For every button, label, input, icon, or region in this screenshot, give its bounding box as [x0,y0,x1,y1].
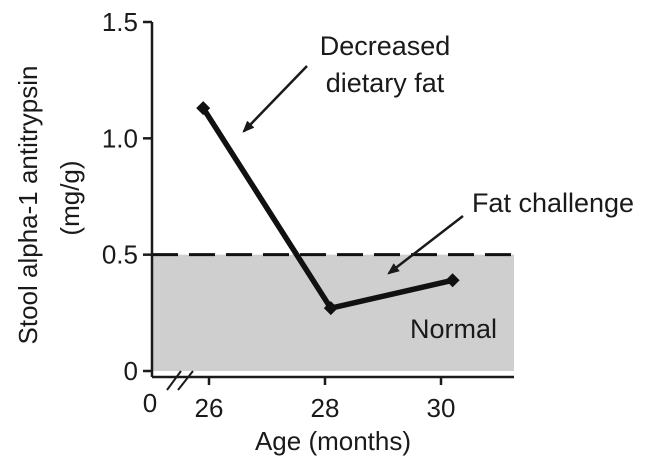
annotation-decreased-fat-line-2: dietary fat [326,68,445,98]
x-axis-ticks: 26 28 30 [195,377,456,423]
axis-break-stroke [166,370,182,391]
annotation-decreased-fat-arrow [242,65,308,133]
axis-break-stroke [177,370,194,391]
y-tick-label: 1.5 [102,7,138,37]
x-tick-label: 26 [195,393,224,423]
series-group [196,101,460,316]
y-axis-title: Stool alpha-1 antitrypsin (mg/g) [13,66,85,345]
annotation-decreased-fat-line-1: Decreased [320,31,451,61]
annotation-fat-challenge-label: Fat challenge [472,188,634,218]
annotation-fat-challenge: Fat challenge [387,188,634,275]
y-tick-label: 1.0 [102,123,138,153]
data-point-marker [323,301,338,316]
y-tick-label: 0 [124,356,138,386]
y-axis-title-line-2: (mg/g) [55,160,85,235]
data-point-marker [445,273,460,288]
x-origin-label: 0 [143,388,157,418]
x-axis-break-mark [166,370,194,391]
x-tick-label: 30 [427,393,456,423]
annotation-decreased-fat: Decreased dietary fat [242,31,451,133]
x-axis-title: Age (months) [255,426,411,456]
annotation-fat-challenge-arrow [387,215,464,275]
data-point-marker [196,101,211,116]
y-tick-label: 0.5 [102,240,138,270]
y-axis-title-line-1: Stool alpha-1 antitrypsin [13,66,43,345]
y-axis-ticks: 0 0.5 1.0 1.5 [102,7,152,386]
x-tick-label: 28 [311,393,340,423]
normal-region-label: Normal [410,314,497,344]
